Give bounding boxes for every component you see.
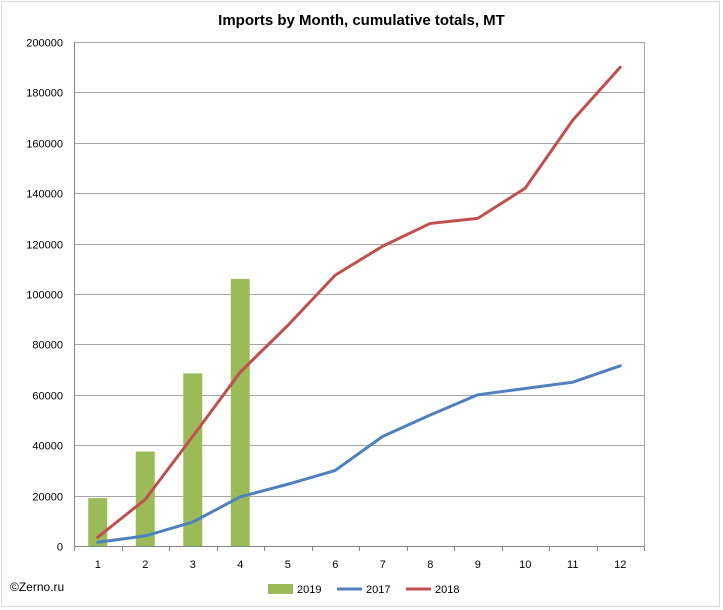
line-2017 [96, 364, 622, 544]
legend: 2019 2017 2018 [268, 584, 459, 596]
y-tick-label: 180000 [26, 88, 63, 100]
legend-label-2017: 2017 [366, 584, 390, 596]
copyright-text: ©Zerno.ru [10, 580, 65, 594]
legend-label-2018: 2018 [435, 584, 459, 596]
x-tick-label: 3 [190, 559, 196, 571]
line-series [96, 65, 622, 544]
x-tick-label: 8 [427, 559, 433, 571]
legend-label-2019: 2019 [297, 584, 321, 596]
x-tick-label: 9 [475, 559, 481, 571]
y-tick-label: 20000 [32, 492, 63, 504]
line-2018 [96, 65, 622, 539]
x-tick-label: 1 [95, 559, 101, 571]
bar-2019 [230, 278, 250, 546]
chart-title: Imports by Month, cumulative totals, MT [218, 12, 505, 29]
legend-swatch-2019 [268, 584, 293, 594]
x-tick-label: 6 [332, 559, 338, 571]
y-tick-label: 40000 [32, 441, 63, 453]
x-tick-label: 4 [237, 559, 243, 571]
y-tick-label: 60000 [32, 391, 63, 403]
y-tick-label: 100000 [26, 290, 63, 302]
x-tick-label: 11 [567, 559, 578, 571]
x-tick-label: 12 [614, 559, 626, 571]
bar-2019 [183, 373, 203, 546]
y-tick-label: 160000 [26, 139, 63, 151]
y-tick-label: 120000 [26, 240, 63, 252]
y-tick-label: 80000 [32, 340, 63, 352]
y-tick-label: 0 [57, 542, 63, 554]
x-tick-label: 2 [142, 559, 148, 571]
y-tick-label: 200000 [26, 38, 63, 50]
grid-lines [74, 42, 645, 547]
x-axis: 1 2 3 4 5 6 7 8 9 10 11 12 [74, 42, 645, 571]
x-tick-label: 5 [285, 559, 291, 571]
y-tick-label: 140000 [26, 189, 63, 201]
y-axis-ticks: 0 20000 40000 60000 80000 100000 120000 140000 1… [26, 38, 63, 554]
bar-2019 [88, 498, 108, 546]
x-tick-label: 7 [380, 559, 386, 571]
x-tick-label: 10 [519, 559, 531, 571]
